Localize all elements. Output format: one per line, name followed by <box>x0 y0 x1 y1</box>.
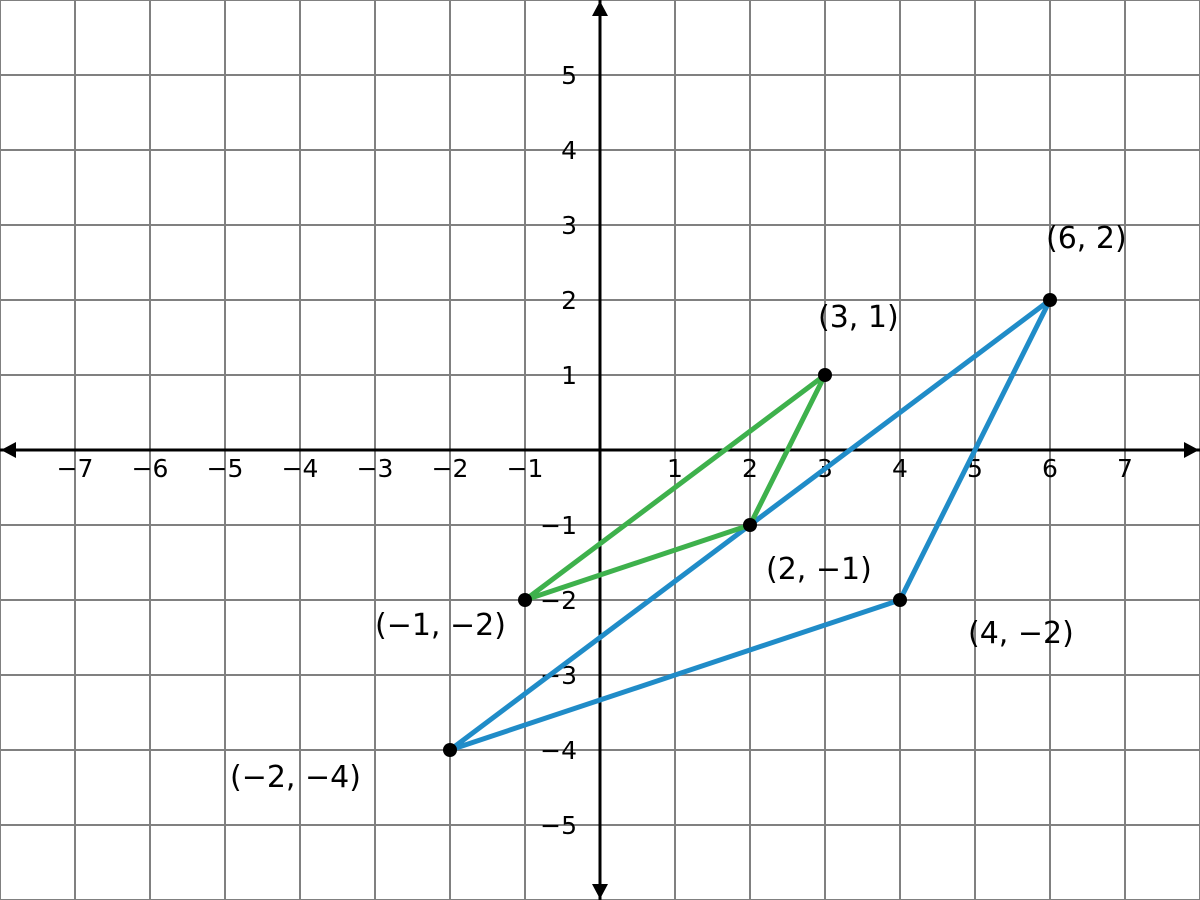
vertex-dot <box>1043 293 1057 307</box>
y-tick-label: 4 <box>561 136 577 165</box>
y-tick-label: −5 <box>540 811 577 840</box>
vertex-dot <box>443 743 457 757</box>
y-tick-label: 2 <box>561 286 577 315</box>
vertex-dot <box>818 368 832 382</box>
vertex-label: (−2, −4) <box>230 760 361 795</box>
vertex-label: (2, −1) <box>766 552 872 587</box>
x-tick-label: −4 <box>282 454 319 483</box>
vertex-label: (−1, −2) <box>375 608 506 643</box>
y-axis-arrow-top <box>592 1 608 16</box>
x-axis-arrow-left <box>1 442 16 458</box>
x-tick-label: −2 <box>432 454 469 483</box>
vertex-points <box>443 293 1057 757</box>
x-tick-label: 7 <box>1117 454 1133 483</box>
vertex-dot <box>518 593 532 607</box>
x-axis-arrow-right <box>1184 442 1199 458</box>
x-tick-label: −5 <box>207 454 244 483</box>
y-tick-label: 3 <box>561 211 577 240</box>
y-axis-arrow-bottom <box>592 884 608 899</box>
vertex-label: (4, −2) <box>968 616 1074 651</box>
x-tick-label: 2 <box>742 454 758 483</box>
x-tick-label: 6 <box>1042 454 1058 483</box>
vertex-label: (6, 2) <box>1046 221 1127 256</box>
y-tick-label: 5 <box>561 61 577 90</box>
vertex-dot <box>743 518 757 532</box>
y-tick-label: −4 <box>540 736 577 765</box>
x-tick-label: −1 <box>507 454 544 483</box>
x-tick-label: −7 <box>57 454 94 483</box>
y-tick-label: −1 <box>540 511 577 540</box>
x-tick-labels: −7 −6 −5 −4 −3 −2 −1 1 2 3 4 5 6 7 <box>57 454 1133 483</box>
x-tick-label: 1 <box>667 454 683 483</box>
x-tick-label: −3 <box>357 454 394 483</box>
vertex-dot <box>893 593 907 607</box>
vertex-label: (3, 1) <box>818 300 899 335</box>
x-tick-label: 4 <box>892 454 908 483</box>
y-tick-label: 1 <box>561 361 577 390</box>
x-tick-label: −6 <box>132 454 169 483</box>
vertex-coordinate-labels: (−2, −4) (6, 2) (4, −2) (−1, −2) (3, 1) (2, −… <box>230 221 1127 795</box>
green-triangle <box>522 372 828 603</box>
